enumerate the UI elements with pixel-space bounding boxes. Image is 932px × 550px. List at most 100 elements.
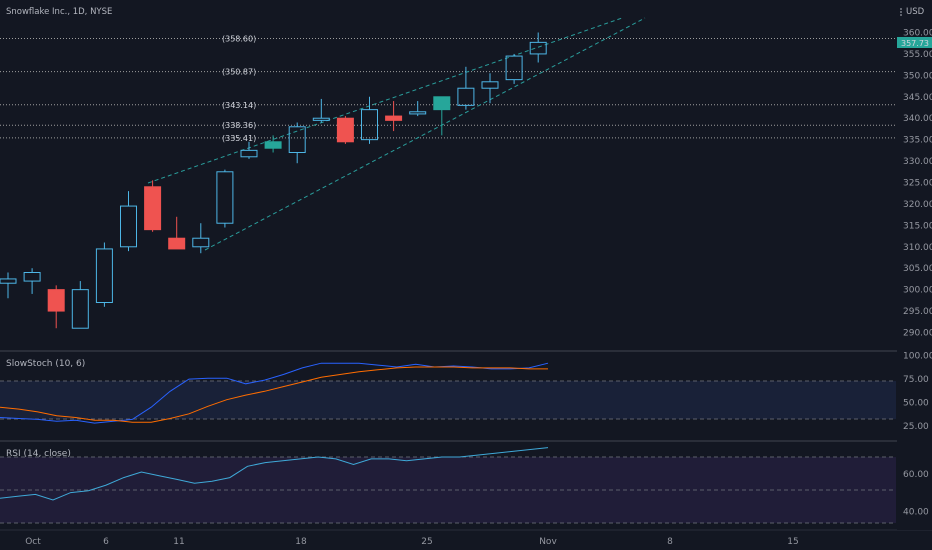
k-line: [0, 362, 549, 424]
level-label: (343.14): [222, 101, 256, 110]
price-tick-label: 360.00: [903, 29, 932, 39]
price-tick-label: 330.00: [903, 157, 932, 167]
candle-body: [336, 117, 354, 143]
candle: [47, 285, 65, 329]
candle: [240, 141, 258, 159]
candle: [23, 268, 41, 294]
candle-body: [192, 237, 210, 248]
candle-body: [312, 117, 330, 121]
candle-body: [240, 149, 258, 158]
menu-dots-icon[interactable]: [900, 8, 902, 16]
candle: [457, 66, 475, 110]
candle-body: [168, 237, 186, 250]
candle-body: [481, 81, 499, 89]
candle: [120, 191, 137, 252]
stoch-tick-label: 25.00: [903, 422, 929, 432]
candle-body: [361, 109, 378, 141]
last-price-badge: [897, 37, 932, 48]
candle-body: [385, 115, 403, 121]
candle: [385, 101, 403, 132]
price-tick-label: 335.00: [903, 136, 932, 146]
price-axis-bg[interactable]: [897, 0, 932, 530]
channel-lower-line[interactable]: [204, 17, 646, 251]
price-tick-label: 325.00: [903, 179, 932, 189]
price-tick-label: 345.00: [903, 93, 932, 103]
price-tick-label: 340.00: [903, 114, 932, 124]
candle: [192, 223, 210, 254]
time-tick-label: Nov: [539, 537, 557, 547]
stoch-band-fill: [0, 381, 896, 419]
rsi-line: [0, 447, 549, 501]
candle-body: [505, 55, 523, 81]
candle: [529, 32, 547, 63]
time-tick-label: 8: [667, 537, 673, 547]
candle-body: [120, 205, 137, 248]
candle-body: [23, 272, 41, 282]
candles: [0, 32, 547, 329]
time-tick-label: 15: [787, 537, 798, 547]
level-label: (358.60): [222, 35, 256, 44]
candle: [0, 272, 17, 299]
rsi-title[interactable]: RSI (14, close): [6, 449, 71, 459]
stoch-tick-label: 100.00: [903, 352, 932, 362]
price-tick-label: 320.00: [903, 200, 932, 210]
time-tick-label: Oct: [25, 537, 41, 547]
time-axis[interactable]: Oct 6 11 18 25 Nov 8 15: [25, 537, 799, 547]
candle-body: [264, 141, 282, 149]
candle: [144, 180, 162, 232]
price-tick-label: 290.00: [903, 329, 932, 339]
candle-body: [47, 289, 65, 312]
candle-body: [433, 96, 451, 111]
candle-body: [144, 186, 162, 231]
candle-body: [457, 87, 475, 106]
time-tick-label: 6: [103, 537, 109, 547]
candle-body: [95, 248, 113, 304]
stoch-lines: [0, 362, 549, 424]
candle-body: [288, 126, 306, 153]
stoch-tick-label: 50.00: [903, 399, 929, 409]
candle: [361, 96, 378, 144]
price-axis[interactable]: 360.00 355.00 350.00 345.00 340.00 335.00 330.…: [903, 29, 932, 518]
candle: [312, 98, 330, 123]
candle-body: [529, 41, 547, 55]
candle: [505, 53, 523, 84]
candle: [168, 216, 186, 250]
candle-body: [0, 278, 17, 284]
candle: [481, 73, 499, 104]
level-label: (350.87): [222, 68, 256, 77]
stoch-tick-label: 75.00: [903, 375, 929, 385]
time-tick-label: 11: [173, 537, 184, 547]
price-tick-label: 355.00: [903, 50, 932, 60]
last-price-label: 357.73: [901, 39, 929, 48]
stoch-title[interactable]: SlowStoch (10, 6): [6, 359, 85, 369]
candle: [409, 101, 427, 117]
candle: [433, 96, 451, 136]
symbol-title: Snowflake Inc., 1D, NYSE: [6, 7, 112, 17]
candle: [71, 281, 89, 329]
price-tick-label: 300.00: [903, 286, 932, 296]
price-tick-label: 295.00: [903, 307, 932, 317]
candle: [288, 122, 306, 164]
candle: [216, 169, 234, 228]
candle-body: [71, 289, 89, 329]
candle: [336, 116, 354, 144]
price-tick-label: 310.00: [903, 243, 932, 253]
rsi-tick-label: 60.00: [903, 470, 929, 480]
level-label: (335.41): [222, 134, 256, 143]
time-tick-label: 18: [295, 537, 307, 547]
currency-label[interactable]: USD: [906, 7, 925, 17]
candle-body: [409, 111, 427, 115]
candle-body: [216, 171, 234, 224]
price-tick-label: 315.00: [903, 221, 932, 231]
candle: [264, 135, 282, 153]
price-pane-bg: [0, 0, 932, 350]
candle: [95, 242, 113, 307]
price-tick-label: 350.00: [903, 71, 932, 81]
time-tick-label: 25: [421, 537, 432, 547]
rsi-tick-label: 40.00: [903, 507, 929, 517]
trend-channel[interactable]: [147, 17, 646, 251]
level-label: (338.36): [222, 121, 256, 130]
price-tick-label: 305.00: [903, 264, 932, 274]
